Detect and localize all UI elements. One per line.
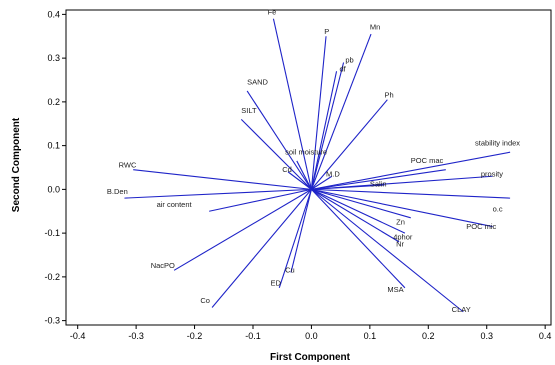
vector-poc-mic [311, 188, 493, 228]
vector-ph [311, 99, 388, 190]
y-tick-label: 0.3 [47, 53, 60, 63]
vector-label-nacpo: NacPO [151, 261, 175, 270]
vector-label-m-d: M.D [326, 169, 340, 178]
vector-label-silt: SILT [241, 106, 257, 115]
vector-label-stability-index: stability index [475, 139, 520, 148]
vector-pb [310, 62, 345, 190]
vector-clay [311, 188, 464, 313]
vector-cu [290, 189, 312, 273]
vector-salin [311, 184, 385, 190]
vector-silt [240, 118, 312, 190]
plot-frame [65, 9, 552, 326]
x-axis-title: First Component [270, 352, 351, 363]
vector-label-o-c: o.c [493, 204, 503, 213]
y-tick-label: -0.1 [44, 228, 60, 238]
x-tick-label: -0.2 [187, 331, 203, 341]
vector-label-zn: Zn [396, 217, 405, 226]
vector-sand [246, 90, 312, 190]
vector-o-c [311, 188, 511, 199]
vector-co [211, 189, 312, 308]
vector-df [310, 71, 338, 190]
vector-label-msa: MSA [387, 285, 403, 294]
vector-fe [272, 18, 312, 190]
vector-label-p: P [324, 27, 329, 36]
vector-m-d [311, 175, 333, 190]
vector-4phor [311, 188, 406, 234]
x-tick-label: 0.3 [480, 331, 493, 341]
vector-msa [311, 188, 406, 289]
vector-cd [287, 171, 312, 190]
vector-label-air-content: air content [157, 200, 193, 209]
x-axis: -0.4 -0.3 -0.2 -0.1 0.0 0.1 0.2 0.3 0.4 [70, 325, 551, 341]
x-tick-label: 0.0 [305, 331, 318, 341]
y-tick-label: 0.0 [47, 184, 60, 194]
vector-ed [278, 189, 312, 288]
vector-label-clay: CLAY [452, 305, 471, 314]
x-tick-label: -0.1 [245, 331, 261, 341]
vector-label-4phor: 4phor [393, 233, 413, 242]
y-axis-title: Second Component [11, 117, 22, 212]
vector-zn [311, 188, 411, 219]
vector-label-nr: Nr [396, 239, 404, 248]
vector-nr [311, 188, 400, 243]
vector-label-pb: pb [345, 56, 353, 65]
x-tick-label: 0.4 [539, 331, 552, 341]
y-tick-label: 0.2 [47, 97, 60, 107]
vector-poc-mac [311, 169, 446, 190]
vector-label-mn: Mn [370, 23, 380, 32]
vector-label-co: Co [200, 296, 210, 305]
vector-rwc [133, 169, 312, 190]
vector-air-content [209, 188, 312, 212]
vector-nacpo [173, 188, 312, 271]
vector-label-b-den: B.Den [107, 187, 128, 196]
vector-stability-index [311, 151, 511, 190]
vector-label-poc-mic: POC mic [466, 222, 496, 231]
vector-p [310, 36, 327, 190]
y-tick-label: -0.3 [44, 316, 60, 326]
vector-label-ph: Ph [384, 91, 393, 100]
vector-label-poc-mac: POC mac [411, 156, 444, 165]
vector-label-prosity: prosity [481, 169, 503, 178]
loading-vectors [124, 18, 511, 313]
y-tick-label: 0.1 [47, 141, 60, 151]
x-tick-label: -0.4 [70, 331, 86, 341]
vector-mn [310, 33, 372, 190]
x-tick-label: 0.2 [422, 331, 435, 341]
vector-label-soil-moisture: soil moisture [285, 147, 327, 156]
vector-label-ed: ED [271, 279, 282, 288]
y-axis: -0.3 -0.2 -0.1 0.0 0.1 0.2 0.3 0.4 [44, 9, 66, 326]
vector-label-rwc: RWC [119, 161, 137, 170]
x-tick-label: 0.1 [364, 331, 377, 341]
vector-label-cd: Cd [282, 165, 292, 174]
y-tick-label: 0.4 [47, 9, 60, 19]
vector-b-den [124, 188, 312, 199]
vector-label-cu: Cu [285, 266, 295, 275]
vector-label-fe: Fe [268, 7, 277, 16]
x-tick-label: -0.3 [128, 331, 144, 341]
y-tick-label: -0.2 [44, 272, 60, 282]
vector-label-sand: SAND [247, 77, 268, 86]
vector-label-salin: Salin [370, 179, 387, 188]
vector-soil-moisture [296, 160, 312, 190]
vector-label-df: df [339, 64, 346, 73]
